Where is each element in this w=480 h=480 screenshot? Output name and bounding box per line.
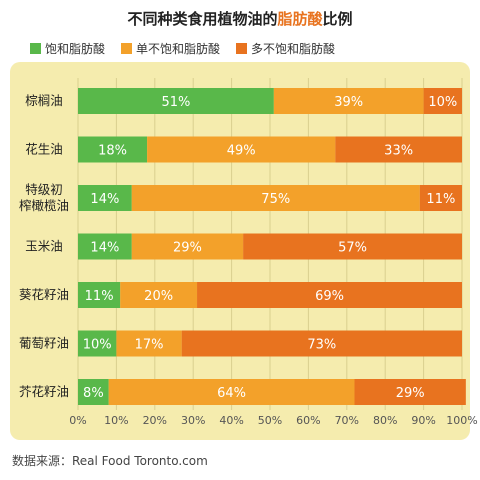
category-label: 葡萄籽油 — [19, 336, 69, 351]
bar-segment — [423, 88, 462, 114]
legend-item-polyunsaturated: 多不饱和脂肪酸 — [236, 40, 335, 57]
category-label: 葵花籽油 — [19, 287, 69, 302]
legend-swatch-monounsaturated — [121, 42, 133, 54]
data-label: 73% — [307, 338, 336, 353]
bar-segment — [116, 330, 182, 357]
data-label: 51% — [161, 95, 190, 110]
bar-segment — [243, 233, 462, 260]
bar-segment — [78, 88, 274, 114]
data-label: 18% — [98, 144, 127, 159]
legend-label-monounsaturated: 单不饱和脂肪酸 — [136, 41, 221, 56]
bar-segment — [78, 330, 117, 357]
chart-title-suffix: 比例 — [322, 10, 353, 28]
data-label: 39% — [334, 95, 363, 110]
bar-segment — [120, 282, 198, 308]
chart-legend: 饱和脂肪酸 单不饱和脂肪酸 多不饱和脂肪酸 — [30, 36, 335, 60]
data-source: 数据来源：Real Food Toronto.com — [12, 454, 208, 468]
data-label: 11% — [426, 192, 455, 207]
x-tick-label: 80% — [373, 414, 397, 427]
bar-segment — [78, 379, 109, 405]
bar-segment — [354, 379, 466, 405]
x-tick-label: 10% — [104, 414, 128, 427]
data-label: 14% — [90, 241, 119, 256]
bar-segment — [131, 233, 244, 260]
bar-segment — [197, 282, 463, 308]
data-label: 14% — [90, 192, 119, 207]
data-label: 33% — [384, 144, 413, 159]
legend-label-polyunsaturated: 多不饱和脂肪酸 — [251, 41, 336, 56]
category-label: 花生油 — [25, 142, 63, 157]
data-label: 20% — [144, 289, 173, 304]
data-label: 17% — [135, 338, 164, 353]
chart-title-prefix: 不同种类食用植物油的 — [127, 10, 278, 28]
bar-segment — [147, 136, 336, 163]
data-label: 29% — [396, 386, 425, 401]
data-label: 29% — [173, 241, 202, 256]
legend-item-saturated: 饱和脂肪酸 — [30, 40, 105, 57]
data-label: 57% — [338, 241, 367, 256]
bar-segment — [181, 330, 462, 357]
x-tick-label: 50% — [258, 414, 282, 427]
bar-segment — [273, 88, 424, 114]
bar-segment — [78, 136, 148, 163]
legend-swatch-polyunsaturated — [236, 42, 248, 54]
data-label: 49% — [227, 144, 256, 159]
x-tick-label: 70% — [335, 414, 359, 427]
x-tick-label: 40% — [219, 414, 243, 427]
data-label: 11% — [85, 289, 114, 304]
category-label: 芥花籽油 — [19, 384, 69, 399]
bar-segment — [78, 233, 132, 260]
category-label: 棕榈油 — [25, 93, 63, 108]
bar-segment — [78, 282, 121, 308]
legend-item-monounsaturated: 单不饱和脂肪酸 — [121, 40, 220, 57]
bar-segment — [78, 185, 132, 211]
legend-label-saturated: 饱和脂肪酸 — [45, 41, 106, 56]
data-label: 64% — [217, 386, 246, 401]
x-tick-label: 100% — [446, 414, 477, 427]
bar-segment — [131, 185, 420, 211]
data-label: 75% — [261, 192, 290, 207]
bar-segment — [108, 379, 355, 405]
legend-swatch-saturated — [30, 42, 41, 54]
bar-segment — [335, 136, 462, 163]
x-tick-label: 20% — [143, 414, 167, 427]
x-tick-label: 30% — [181, 414, 205, 427]
x-tick-label: 90% — [411, 414, 435, 427]
data-label: 8% — [83, 386, 104, 401]
data-label: 10% — [83, 338, 112, 353]
chart-title: 不同种类食用植物油的脂肪酸比例 — [0, 8, 480, 29]
data-label: 10% — [428, 95, 457, 110]
bar-segment — [419, 185, 462, 211]
chart-title-highlight: 脂肪酸 — [277, 10, 323, 28]
x-tick-label: 60% — [296, 414, 320, 427]
category-label: 特级初 — [25, 182, 63, 197]
x-tick-label: 0% — [69, 414, 86, 427]
data-label: 69% — [315, 289, 344, 304]
category-label: 玉米油 — [25, 239, 63, 254]
category-label: 榨橄榄油 — [19, 198, 69, 213]
